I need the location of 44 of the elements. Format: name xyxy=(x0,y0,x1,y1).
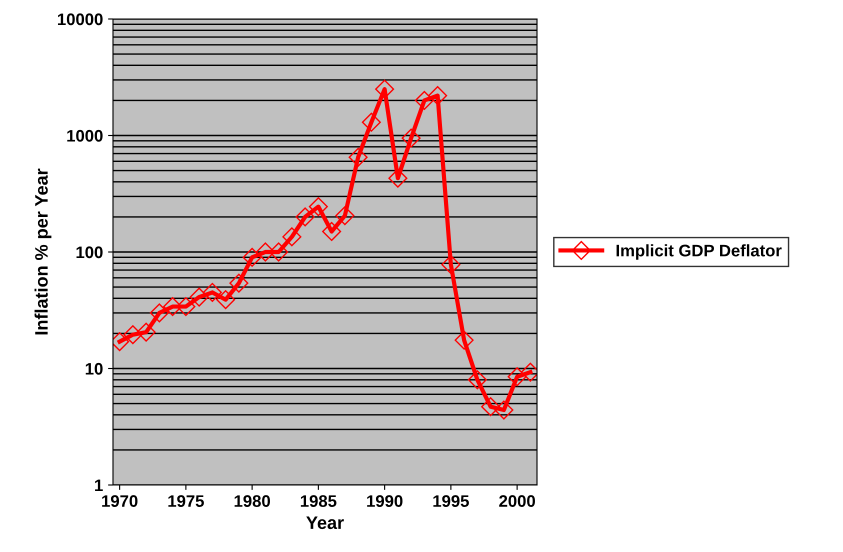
point xyxy=(375,80,394,99)
legend-label: Implicit GDP Deflator xyxy=(616,244,782,260)
point xyxy=(508,367,527,386)
point xyxy=(163,297,182,316)
x-tick-label: 2000 xyxy=(499,495,535,507)
point xyxy=(242,248,262,267)
point xyxy=(322,222,342,242)
point xyxy=(468,370,487,390)
y-axis-title: Inflation % per Year xyxy=(34,168,52,334)
point xyxy=(362,112,381,132)
x-tick-label: 1985 xyxy=(300,495,336,507)
x-tick-label: 1980 xyxy=(234,495,270,507)
x-tick-label: 1990 xyxy=(367,495,402,507)
point xyxy=(123,325,142,344)
x-axis-title: Year xyxy=(306,516,344,530)
point xyxy=(216,290,236,310)
y-tick-label: 1000 xyxy=(67,130,103,142)
point xyxy=(269,242,288,262)
point xyxy=(494,400,514,420)
x-tick-label: 1970 xyxy=(102,495,138,507)
point xyxy=(296,207,315,226)
point xyxy=(308,197,328,216)
y-tick-label: 10000 xyxy=(58,13,103,26)
point xyxy=(282,227,302,246)
point xyxy=(348,148,368,167)
point xyxy=(136,322,156,342)
point xyxy=(454,330,474,350)
point xyxy=(202,282,222,302)
x-tick-label: 1995 xyxy=(433,495,469,507)
point xyxy=(150,303,169,322)
y-tick-label: 1 xyxy=(95,480,103,492)
point xyxy=(441,255,460,274)
point xyxy=(335,206,354,226)
point xyxy=(402,128,421,148)
point xyxy=(176,297,196,316)
point xyxy=(229,274,248,293)
point xyxy=(190,288,209,307)
y-tick-label: 100 xyxy=(76,246,103,258)
point xyxy=(481,397,500,416)
point xyxy=(414,90,434,110)
y-tick-label: 10 xyxy=(86,362,103,375)
point xyxy=(428,86,448,106)
point xyxy=(256,242,275,262)
x-tick-label: 1975 xyxy=(168,495,204,507)
